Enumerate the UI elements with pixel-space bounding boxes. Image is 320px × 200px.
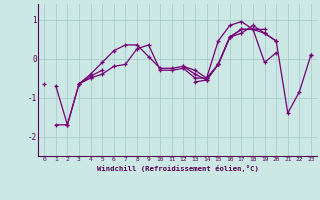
X-axis label: Windchill (Refroidissement éolien,°C): Windchill (Refroidissement éolien,°C) <box>97 165 259 172</box>
